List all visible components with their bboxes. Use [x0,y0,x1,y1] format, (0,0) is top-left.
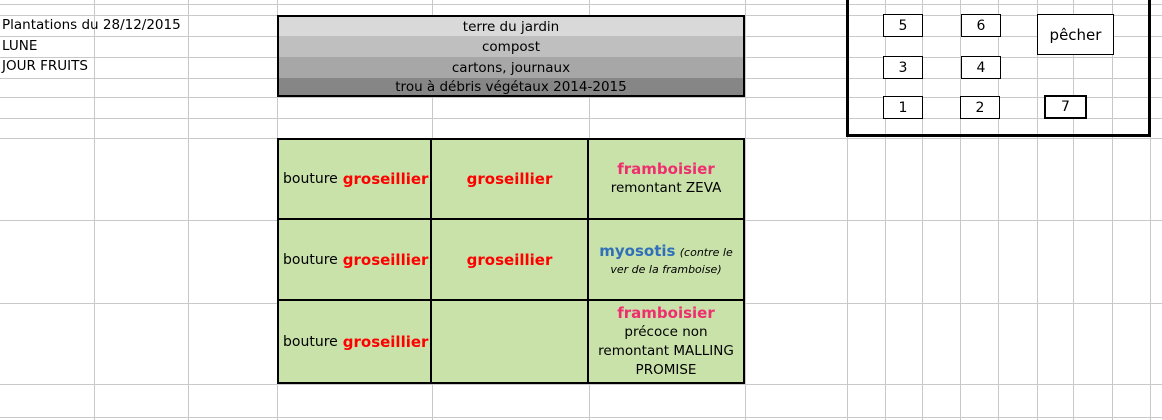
planting-table: bouture groseillier groseillier frambois… [277,138,745,384]
planting-cell-r2c3[interactable]: myosotis (contre le ver de la framboise) [589,220,743,301]
peach-tree-box[interactable]: pêcher [1037,14,1114,55]
plot-marker-4[interactable]: 4 [961,56,1001,79]
plot-marker-1-label: 1 [898,99,908,116]
planting-cell-r3c1[interactable]: bouture groseillier [279,301,432,382]
bouture-label: bouture [283,333,338,350]
label-lune-cell[interactable]: LUNE [2,38,38,54]
soil-layer-compost-label: compost [482,38,540,55]
gridline-vertical [1112,0,1113,420]
soil-layer-terre-label: terre du jardin [462,18,560,35]
groseillier-label: groseillier [466,250,553,269]
gridline-horizontal [0,4,1162,5]
soil-layer-trou[interactable]: trou à débris végétaux 2014-2015 [279,78,743,95]
framboisier-variety-label: précoce non remontant MALLING PROMISE [598,323,734,378]
gridline-vertical [1037,0,1038,420]
gridline-vertical [998,0,999,420]
plot-marker-3-label: 3 [898,59,908,76]
sheet-title-cell[interactable]: Plantations du 28/12/2015 [2,17,181,33]
groseillier-label: groseillier [342,250,429,269]
plot-marker-2[interactable]: 2 [960,96,1000,119]
gridline-vertical [1073,0,1074,420]
plot-marker-2-label: 2 [975,99,985,116]
bouture-label: bouture [283,251,338,268]
gridline-vertical [922,0,923,420]
gridline-vertical [1150,0,1151,420]
soil-layer-cartons[interactable]: cartons, journaux [279,57,743,78]
soil-layer-cartons-label: cartons, journaux [451,59,571,76]
plot-marker-4-label: 4 [976,59,986,76]
planting-cell-r1c2[interactable]: groseillier [432,140,589,220]
planting-cell-r3c3[interactable]: framboisier précoce non remontant MALLIN… [589,301,743,382]
bouture-label: bouture [283,171,338,187]
gridline-vertical [188,0,189,420]
peach-tree-label: pêcher [1049,25,1102,44]
gridline-vertical [745,0,746,420]
plot-marker-7-highlighted[interactable]: 7 [1044,95,1087,119]
myosotis-label: myosotis [599,241,676,260]
myosotis-note: (contre le ver de la framboise) [610,245,733,276]
gridline-horizontal [0,118,1162,119]
myosotis-cell-text: myosotis (contre le ver de la framboise) [593,242,739,278]
gridline-horizontal [0,417,1162,418]
gridline-vertical [960,0,961,420]
plot-marker-5-label: 5 [898,17,908,34]
plot-marker-3[interactable]: 3 [883,56,923,79]
framboisier-label: framboisier [617,160,715,178]
planting-cell-r2c1[interactable]: bouture groseillier [279,220,432,301]
gridline-vertical [885,0,886,420]
groseillier-label: groseillier [342,332,429,351]
soil-layer-compost[interactable]: compost [279,36,743,57]
soil-layer-terre[interactable]: terre du jardin [279,17,743,36]
framboisier-variety-label: remontant ZEVA [610,180,722,196]
label-jour-fruits-cell[interactable]: JOUR FRUITS [2,58,88,74]
gridline-vertical [847,0,848,420]
planting-cell-r1c3[interactable]: framboisier remontant ZEVA [589,140,743,220]
plot-marker-7-label: 7 [1061,99,1070,115]
planting-cell-r1c1[interactable]: bouture groseillier [279,140,432,220]
plot-marker-6[interactable]: 6 [961,14,1001,37]
gridline-horizontal [0,97,1162,98]
gridline-horizontal [0,384,1162,385]
groseillier-label: groseillier [466,170,553,188]
soil-layers-box: terre du jardin compost cartons, journau… [277,15,745,97]
plot-marker-6-label: 6 [976,17,986,34]
planting-cell-r3c2[interactable] [432,301,589,382]
planting-cell-r2c2[interactable]: groseillier [432,220,589,301]
groseillier-label: groseillier [342,170,429,188]
orchard-plot-border[interactable] [846,0,1151,137]
framboisier-label: framboisier [617,303,715,322]
gridline-vertical [94,0,95,420]
soil-layer-trou-label: trou à débris végétaux 2014-2015 [395,78,627,95]
plot-marker-5[interactable]: 5 [883,14,923,37]
plot-marker-1[interactable]: 1 [883,96,923,119]
